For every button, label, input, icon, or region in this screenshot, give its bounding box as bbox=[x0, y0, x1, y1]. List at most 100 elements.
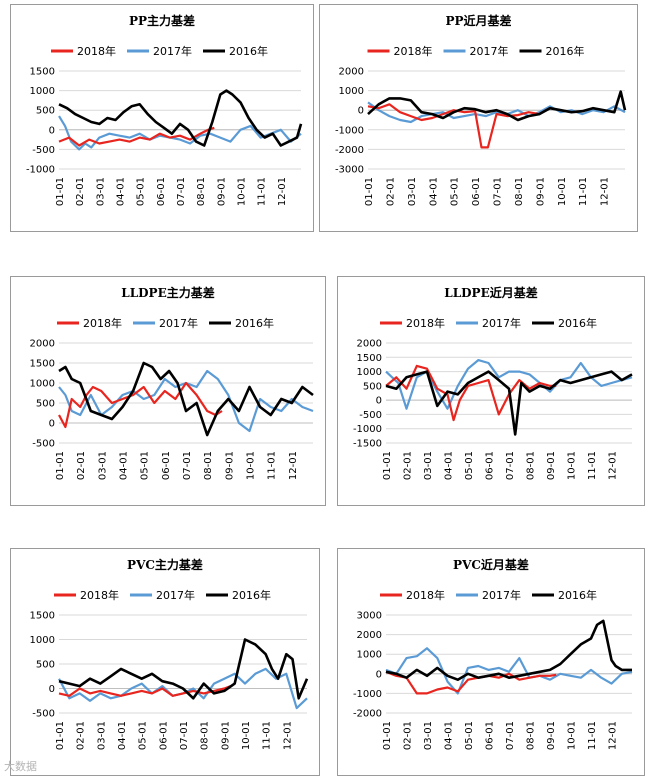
chart-title: PP近月基差 bbox=[445, 13, 511, 28]
y-tick-label: 2000 bbox=[357, 630, 382, 641]
chart-svg: PP主力基差 2018年 2017年 2016年 -1000 -500 0 500 1000 15… bbox=[26, 13, 303, 206]
series-line-2016 bbox=[367, 90, 627, 122]
chart-title: PP主力基差 bbox=[129, 13, 195, 28]
legend-label: 2017年 bbox=[156, 588, 195, 602]
x-tick-label: 02-01 bbox=[403, 451, 414, 480]
x-tick-label: 11-01 bbox=[257, 177, 268, 206]
y-tick-label: -1000 bbox=[353, 424, 382, 435]
series-line-2018 bbox=[367, 103, 547, 149]
x-tick-label: 11-01 bbox=[587, 451, 598, 480]
y-tick-label: 2000 bbox=[339, 67, 364, 78]
x-tick-label: 07-01 bbox=[505, 451, 516, 480]
legend-label: 2017年 bbox=[153, 44, 192, 58]
y-tick-label: -2000 bbox=[353, 709, 382, 720]
series-line-2017 bbox=[367, 101, 626, 124]
y-tick-label: 500 bbox=[36, 660, 55, 671]
x-tick-label: 07-01 bbox=[179, 721, 190, 750]
x-tick-label: 12-01 bbox=[608, 721, 619, 750]
legend-label: 2018年 bbox=[77, 44, 116, 58]
x-tick-label: 12-01 bbox=[600, 177, 611, 206]
series-line-2018 bbox=[58, 685, 231, 697]
y-tick-label: -500 bbox=[32, 439, 55, 450]
x-tick-label: 10-01 bbox=[241, 721, 252, 750]
series-line-2017 bbox=[58, 369, 314, 433]
series-line-2017 bbox=[385, 358, 633, 410]
x-tick-label: 10-01 bbox=[557, 177, 568, 206]
x-tick-label: 04-01 bbox=[444, 721, 455, 750]
x-tick-label: 10-01 bbox=[567, 721, 578, 750]
x-tick-label: 07-01 bbox=[176, 177, 187, 206]
y-tick-label: -1000 bbox=[26, 165, 55, 176]
legend-label: 2016年 bbox=[235, 316, 274, 330]
x-tick-label: 04-01 bbox=[116, 177, 127, 206]
y-tick-label: 1500 bbox=[30, 67, 55, 78]
series-line-2017 bbox=[58, 115, 302, 151]
x-tick-label: 01-01 bbox=[55, 177, 66, 206]
x-tick-label: 01-01 bbox=[364, 177, 375, 206]
chart-panel-pvc-main: PVC主力基差 2018年 2017年 2016年 -500 0 500 1000 1500 01… bbox=[10, 548, 320, 776]
chart-svg: PP近月基差 2018年 2017年 2016年 -3000 -2000 -1000 0 100… bbox=[335, 13, 627, 206]
y-tick-label: -1000 bbox=[335, 125, 364, 136]
x-tick-label: 06-01 bbox=[161, 451, 172, 480]
x-tick-label: 02-01 bbox=[385, 177, 396, 206]
legend-label: 2018年 bbox=[394, 44, 433, 58]
x-tick-label: 01-01 bbox=[55, 451, 66, 480]
series-line-2018 bbox=[385, 364, 557, 422]
series-line-2017 bbox=[385, 647, 633, 695]
y-tick-label: -500 bbox=[32, 709, 55, 720]
x-tick-label: 06-01 bbox=[158, 721, 169, 750]
series-line-2016 bbox=[385, 370, 633, 436]
y-tick-label: -500 bbox=[32, 145, 55, 156]
x-tick-label: 08-01 bbox=[200, 721, 211, 750]
x-tick-label: 09-01 bbox=[220, 721, 231, 750]
chart-title: PVC近月基差 bbox=[453, 557, 529, 572]
y-tick-label: 1500 bbox=[30, 611, 55, 622]
x-tick-label: 09-01 bbox=[546, 451, 557, 480]
y-tick-label: 1500 bbox=[357, 353, 382, 364]
x-tick-label: 01-01 bbox=[382, 451, 393, 480]
chart-panel-pvc-near: PVC近月基差 2018年 2017年 2016年 -2000 -1000 0 1000 200… bbox=[337, 548, 645, 776]
x-tick-label: 05-01 bbox=[138, 721, 149, 750]
x-tick-label: 02-01 bbox=[76, 721, 87, 750]
x-tick-label: 12-01 bbox=[608, 451, 619, 480]
x-tick-label: 02-01 bbox=[403, 721, 414, 750]
legend-label: 2017年 bbox=[482, 316, 521, 330]
x-tick-label: 03-01 bbox=[423, 721, 434, 750]
y-tick-label: -1500 bbox=[353, 439, 382, 450]
y-tick-label: 1000 bbox=[357, 367, 382, 378]
x-tick-label: 10-01 bbox=[237, 177, 248, 206]
x-tick-label: 07-01 bbox=[505, 721, 516, 750]
legend-label: 2018年 bbox=[80, 588, 119, 602]
x-tick-label: 04-01 bbox=[119, 451, 130, 480]
x-tick-label: 05-01 bbox=[140, 451, 151, 480]
series-line-2016 bbox=[58, 638, 309, 700]
legend-label: 2018年 bbox=[406, 316, 445, 330]
legend-label: 2017年 bbox=[482, 588, 521, 602]
legend-label: 2017年 bbox=[159, 316, 198, 330]
chart-panel-pp-main: PP主力基差 2018年 2017年 2016年 -1000 -500 0 500 1000 15… bbox=[10, 4, 314, 232]
x-tick-label: 02-01 bbox=[76, 451, 87, 480]
y-tick-label: -1000 bbox=[353, 689, 382, 700]
y-tick-label: -3000 bbox=[335, 165, 364, 176]
y-tick-label: 0 bbox=[376, 396, 382, 407]
legend-label: 2017年 bbox=[470, 44, 509, 58]
y-tick-label: 0 bbox=[376, 669, 382, 680]
x-tick-label: 11-01 bbox=[267, 451, 278, 480]
series-line-2018 bbox=[385, 670, 557, 695]
x-tick-label: 07-01 bbox=[182, 451, 193, 480]
y-tick-label: 0 bbox=[49, 419, 55, 430]
x-tick-label: 04-01 bbox=[117, 721, 128, 750]
y-tick-label: 1000 bbox=[30, 635, 55, 646]
x-tick-label: 08-01 bbox=[514, 177, 525, 206]
legend-label: 2016年 bbox=[546, 44, 585, 58]
y-tick-label: 500 bbox=[36, 399, 55, 410]
x-tick-label: 07-01 bbox=[493, 177, 504, 206]
x-tick-label: 05-01 bbox=[464, 451, 475, 480]
x-tick-label: 10-01 bbox=[567, 451, 578, 480]
y-tick-label: -500 bbox=[359, 410, 382, 421]
chart-panel-pp-near: PP近月基差 2018年 2017年 2016年 -3000 -2000 -1000 0 100… bbox=[319, 4, 638, 232]
y-tick-label: 1000 bbox=[339, 86, 364, 97]
x-tick-label: 06-01 bbox=[485, 721, 496, 750]
x-tick-label: 09-01 bbox=[535, 177, 546, 206]
x-tick-label: 06-01 bbox=[156, 177, 167, 206]
